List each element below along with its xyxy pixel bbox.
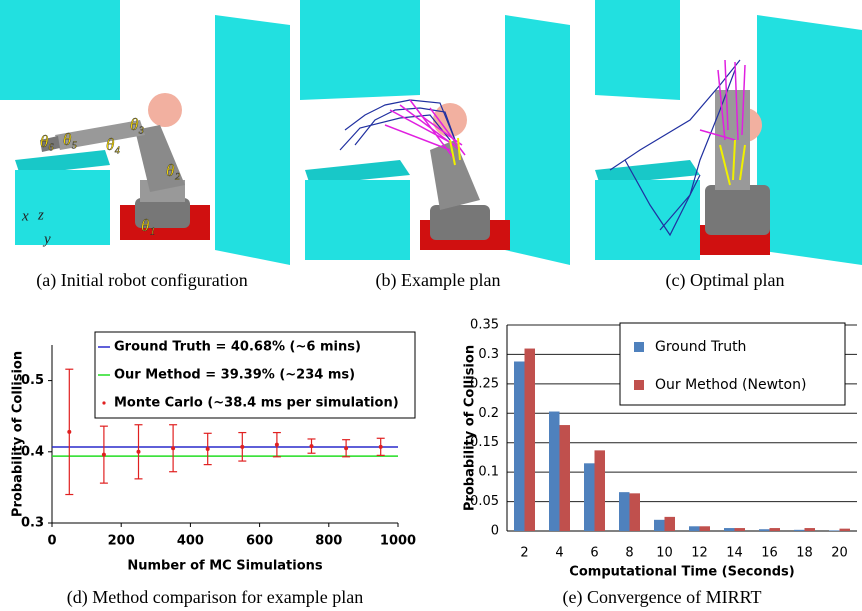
x-tick-label: 18 <box>796 546 813 561</box>
joint-label: θ₅ <box>63 130 77 149</box>
x-tick-label: 800 <box>315 534 342 549</box>
bar <box>840 529 851 531</box>
bar <box>700 526 711 531</box>
x-tick-label: 0 <box>47 534 56 549</box>
x-tick-label: 1000 <box>380 534 416 549</box>
x-tick-label: 12 <box>691 546 708 561</box>
robot-scene-b <box>300 0 570 265</box>
joint-label: θ₂ <box>166 161 180 180</box>
x-tick-label: 200 <box>108 534 135 549</box>
x-axis-label: Computational Time (Seconds) <box>569 565 794 580</box>
x-tick-label: 6 <box>590 546 598 561</box>
legend-swatch <box>102 401 105 404</box>
point <box>137 450 141 454</box>
x-tick-label: 4 <box>555 546 563 561</box>
axis-label: y <box>42 231 51 247</box>
point <box>379 445 383 449</box>
bar <box>665 517 676 531</box>
x-tick-label: 10 <box>656 546 673 561</box>
legend-label: Monte Carlo (~38.4 ms per simulation) <box>114 396 399 411</box>
x-axis-label: Number of MC Simulations <box>127 559 323 574</box>
legend-label: Our Method = 39.39% (~234 ms) <box>114 368 355 383</box>
legend-swatch <box>634 380 644 390</box>
bar <box>630 493 641 531</box>
y-axis-label: Probability of Collision <box>463 345 478 511</box>
bar <box>584 463 595 531</box>
bar <box>689 526 700 531</box>
robot-scene-a: θ₆ θ₅ θ₄ θ₃ θ₂ θ₁ x z y <box>0 0 290 265</box>
bar <box>794 530 805 531</box>
joint-label: θ₁ <box>141 216 155 235</box>
axis-label: x <box>21 208 29 224</box>
legend-swatch <box>634 342 644 352</box>
bar <box>595 450 606 531</box>
legend-label: Ground Truth <box>655 339 746 355</box>
x-tick-label: 600 <box>246 534 273 549</box>
joint-label: θ₄ <box>106 135 120 154</box>
y-tick-label: 0.35 <box>470 318 499 333</box>
y-axis-label: Probability of Collision <box>11 351 26 517</box>
bar <box>829 530 840 531</box>
point <box>206 447 210 451</box>
point <box>344 446 348 450</box>
legend-label: Ground Truth = 40.68% (~6 mins) <box>114 340 361 355</box>
bar <box>525 349 536 531</box>
x-tick-label: 14 <box>726 546 743 561</box>
x-tick-label: 20 <box>831 546 848 561</box>
x-tick-label: 8 <box>625 546 633 561</box>
x-tick-label: 400 <box>177 534 204 549</box>
legend-label: Our Method (Newton) <box>655 377 806 393</box>
point <box>67 430 71 434</box>
x-tick-label: 2 <box>520 546 528 561</box>
point <box>310 444 314 448</box>
y-tick-label: 0.2 <box>478 406 499 421</box>
caption: (b) Example plan <box>376 270 501 291</box>
caption: (d) Method comparison for example plan <box>67 587 363 608</box>
point <box>102 453 106 457</box>
caption: (a) Initial robot configuration <box>36 270 247 291</box>
point <box>240 445 244 449</box>
caption: (e) Convergence of MIRRT <box>562 587 761 608</box>
robot-scene-c <box>595 0 862 265</box>
point <box>171 446 175 450</box>
figure: θ₆ θ₅ θ₄ θ₃ θ₂ θ₁ x z y <box>0 0 862 611</box>
caption: (c) Optimal plan <box>666 270 785 291</box>
bar <box>514 361 525 531</box>
y-tick-label: 0 <box>491 524 499 539</box>
bar <box>549 412 560 531</box>
joint-label: θ₃ <box>130 115 144 134</box>
bar <box>724 528 735 531</box>
bar <box>619 492 630 531</box>
bar <box>560 425 571 531</box>
bar <box>805 528 816 531</box>
axis-label: z <box>37 207 44 223</box>
joint-label: θ₆ <box>40 132 54 151</box>
bar <box>759 529 770 531</box>
bar <box>735 528 746 531</box>
y-tick-label: 0.1 <box>478 465 499 480</box>
bar <box>770 528 781 531</box>
bar <box>654 520 665 531</box>
y-tick-label: 0.3 <box>478 347 499 362</box>
x-tick-label: 16 <box>761 546 778 561</box>
point <box>275 443 279 447</box>
